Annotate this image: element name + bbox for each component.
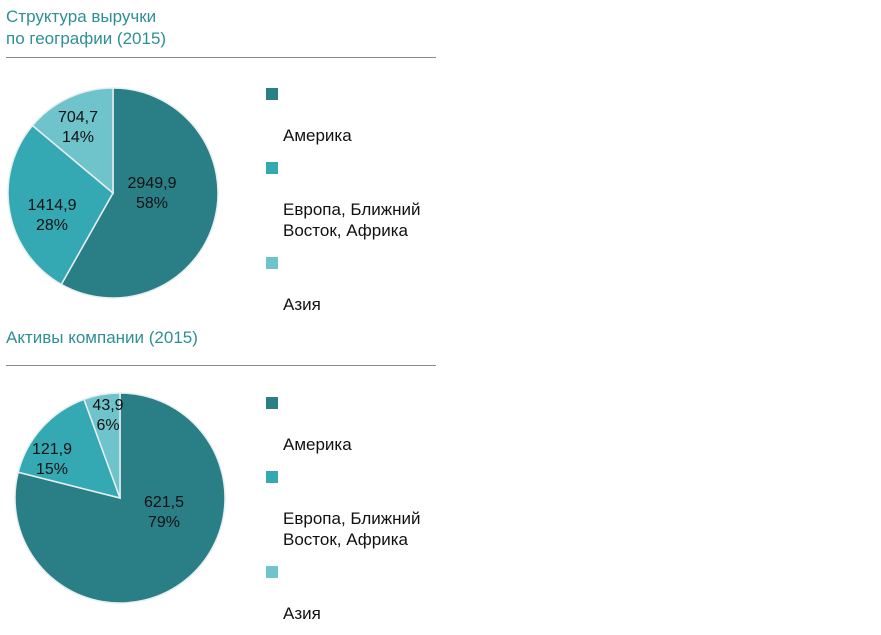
pie-slice-asia [82, 392, 121, 499]
chart-title: Структура выручки по географии (2015) [6, 7, 167, 48]
legend-label: Америка [283, 126, 352, 145]
pie-chart-assets: 621,5 79% 121,9 15% 43,9 6% [14, 392, 226, 604]
slice-percent-label: 15% [36, 461, 68, 478]
pie-slice-america [60, 87, 219, 299]
title-divider [6, 365, 436, 366]
legend-swatch [266, 257, 278, 269]
legend-swatch [266, 471, 278, 483]
chart-panel-assets: Активы компании (2015) 621,5 79% 121,9 15% 4… [0, 310, 881, 623]
pie-slice-emea [17, 398, 122, 500]
slice-percent-label: 58% [136, 195, 168, 212]
legend-swatch [266, 397, 278, 409]
legend-item-america: Америка [266, 392, 466, 455]
legend-item-asia: Азия [266, 252, 466, 315]
legend-item-emea: Европа, Ближний Восток, Африка [266, 466, 466, 550]
legend-label: Европа, Ближний Восток, Африка [283, 509, 421, 549]
legend-label: Америка [283, 435, 352, 454]
legend-item-asia: Азия [266, 561, 466, 624]
chart-panel-revenue: Структура выручки по географии (2015) 29… [0, 0, 881, 314]
slice-percent-label: 6% [96, 417, 119, 434]
legend-item-emea: Европа, Ближний Восток, Африка [266, 157, 466, 241]
legend-label: Европа, Ближний Восток, Африка [283, 200, 421, 240]
slice-percent-label: 14% [62, 129, 94, 146]
legend-swatch [266, 162, 278, 174]
slice-value-label: 2949,9 [128, 175, 177, 192]
legend-swatch [266, 88, 278, 100]
legend-label: Азия [283, 295, 321, 314]
slice-value-label: 1414,9 [28, 197, 77, 214]
pie-slice-america [14, 392, 226, 604]
title-divider [6, 57, 436, 58]
pie-chart-revenue: 2949,9 58% 1414,9 28% 704,7 14% [7, 87, 219, 299]
chart-title: Активы компании (2015) [6, 328, 198, 347]
legend-swatch [266, 566, 278, 578]
slice-value-label: 621,5 [144, 494, 184, 511]
legend-item-america: Америка [266, 83, 466, 146]
slice-percent-label: 28% [36, 217, 68, 234]
slice-value-label: 704,7 [58, 109, 98, 126]
legend-label: Азия [283, 604, 321, 623]
pie-slice-asia [31, 87, 114, 195]
chart-legend: Америка Европа, Ближний Восток, Африка А… [266, 392, 466, 635]
slice-value-label: 43,9 [92, 397, 123, 414]
slice-percent-label: 79% [148, 514, 180, 531]
slice-value-label: 121,9 [32, 441, 72, 458]
chart-legend: Америка Европа, Ближний Восток, Африка А… [266, 83, 466, 326]
pie-slice-emea [7, 124, 114, 286]
